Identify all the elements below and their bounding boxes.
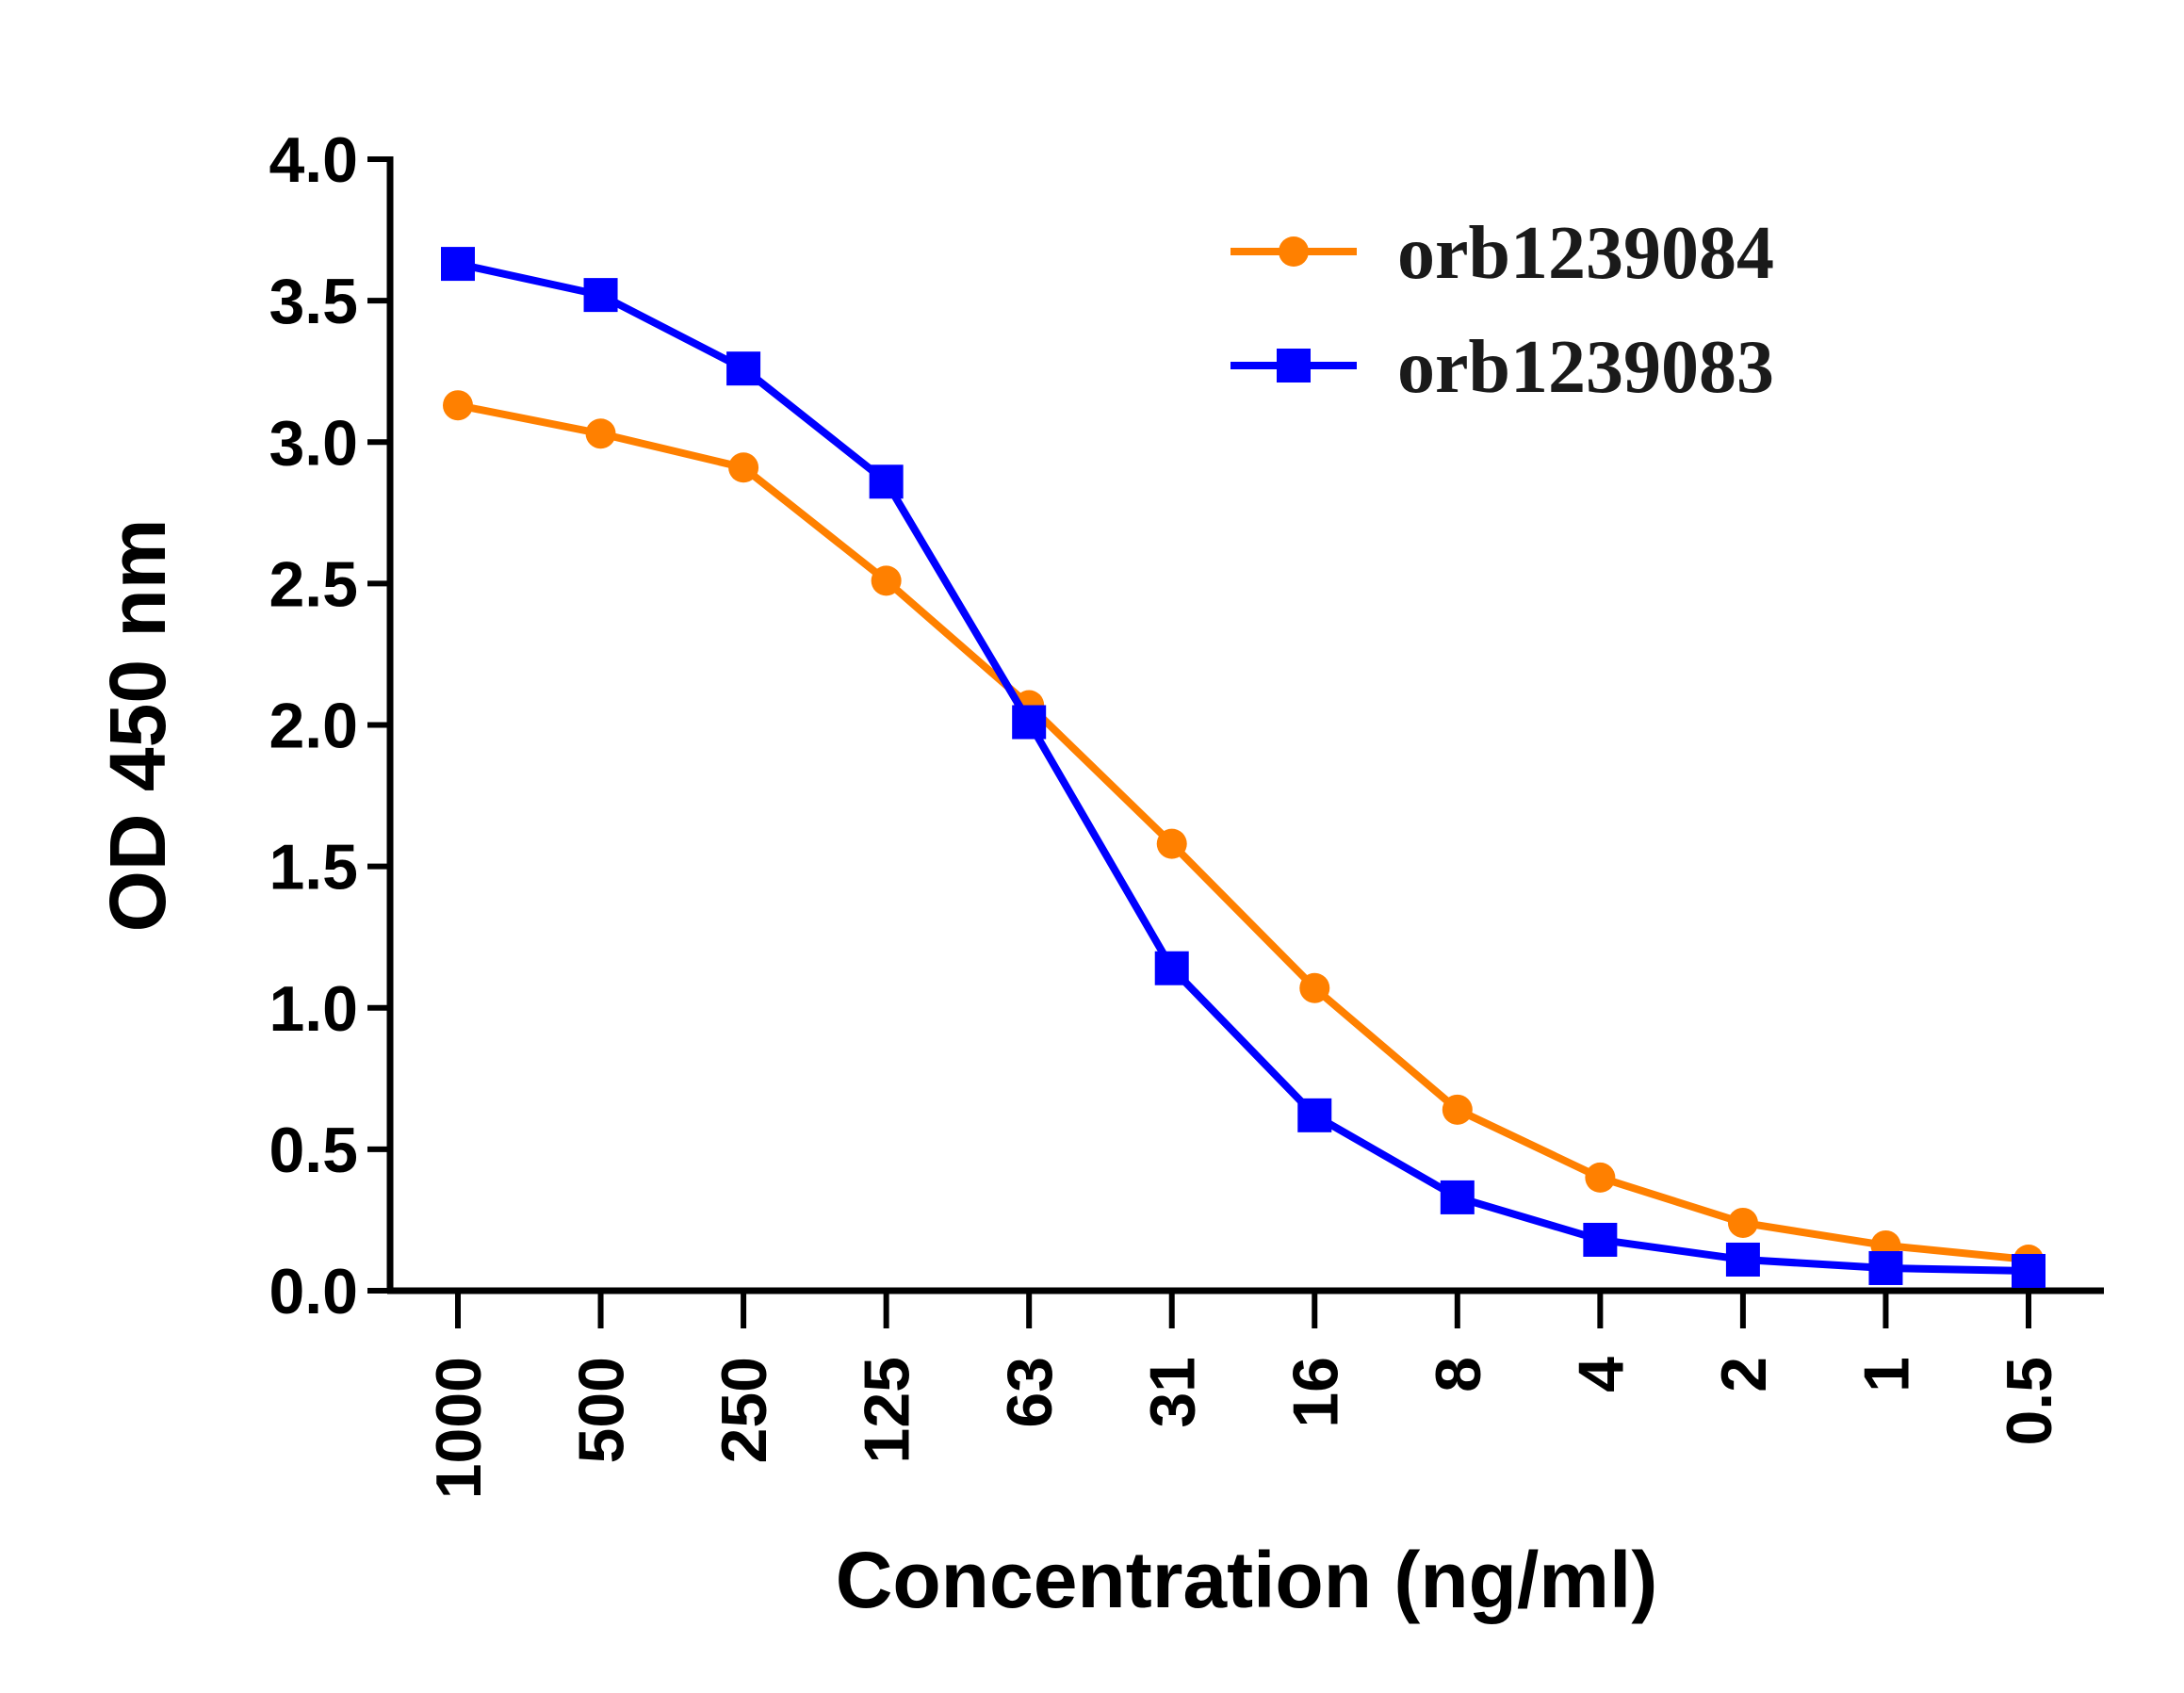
y-tick-label: 4.0 [269, 124, 358, 196]
data-point-orb1239084 [1442, 1094, 1473, 1125]
data-point-orb1239083 [583, 278, 618, 313]
data-point-orb1239083 [1012, 705, 1047, 740]
x-tick-label: 16 [1279, 1357, 1351, 1428]
data-point-orb1239084 [1727, 1207, 1758, 1238]
y-tick-label: 0.5 [269, 1115, 358, 1186]
data-point-orb1239084 [871, 565, 902, 596]
data-point-orb1239084 [585, 418, 616, 449]
x-tick-label: 8 [1423, 1357, 1494, 1392]
x-axis-label: Concentration (ng/ml) [836, 1536, 1658, 1624]
x-tick-label: 125 [852, 1357, 923, 1463]
data-point-orb1239083 [1725, 1242, 1760, 1277]
y-tick-label: 1.0 [269, 973, 358, 1045]
x-tick-label: 250 [709, 1357, 780, 1463]
data-point-orb1239084 [1156, 828, 1187, 859]
data-point-orb1239084 [1585, 1162, 1616, 1193]
y-tick-label: 2.5 [269, 548, 358, 620]
legend-label-orb1239084: orb1239084 [1397, 212, 1774, 295]
x-tick-label: 2 [1708, 1357, 1780, 1392]
x-tick-label: 1000 [423, 1357, 495, 1499]
legend-label-orb1239083: orb1239083 [1397, 326, 1774, 409]
data-point-orb1239083 [1868, 1250, 1903, 1285]
data-point-orb1239084 [1299, 972, 1330, 1003]
series-line-orb1239084 [457, 401, 2029, 1263]
data-point-orb1239083 [869, 464, 904, 499]
x-tick-label: 500 [566, 1357, 638, 1463]
y-tick-label: 3.5 [269, 266, 358, 337]
data-point-orb1239083 [1297, 1098, 1332, 1132]
data-point-orb1239083 [726, 351, 761, 386]
x-tick-label: 0.5 [1994, 1357, 2065, 1446]
y-axis-label: OD 450 nm [93, 519, 182, 933]
y-tick-label: 1.5 [269, 832, 358, 903]
data-point-orb1239083 [441, 247, 475, 282]
data-point-orb1239083 [1583, 1222, 1618, 1257]
series-line-orb1239083 [457, 260, 2029, 1275]
y-tick-label: 0.0 [269, 1256, 358, 1327]
legend-marker-orb1239084 [1279, 236, 1309, 267]
legend-marker-orb1239083 [1277, 349, 1311, 383]
data-point-orb1239083 [2012, 1253, 2045, 1288]
y-tick-label: 3.0 [269, 407, 358, 479]
y-tick-label: 2.0 [269, 691, 358, 762]
data-point-orb1239083 [1154, 951, 1189, 985]
x-tick-label: 4 [1565, 1357, 1637, 1392]
x-tick-label: 31 [1137, 1357, 1209, 1428]
data-point-orb1239084 [728, 452, 759, 483]
x-tick-label: 1 [1850, 1357, 1922, 1392]
data-point-orb1239084 [443, 390, 473, 421]
x-tick-label: 63 [994, 1357, 1066, 1428]
data-point-orb1239083 [1440, 1180, 1475, 1214]
